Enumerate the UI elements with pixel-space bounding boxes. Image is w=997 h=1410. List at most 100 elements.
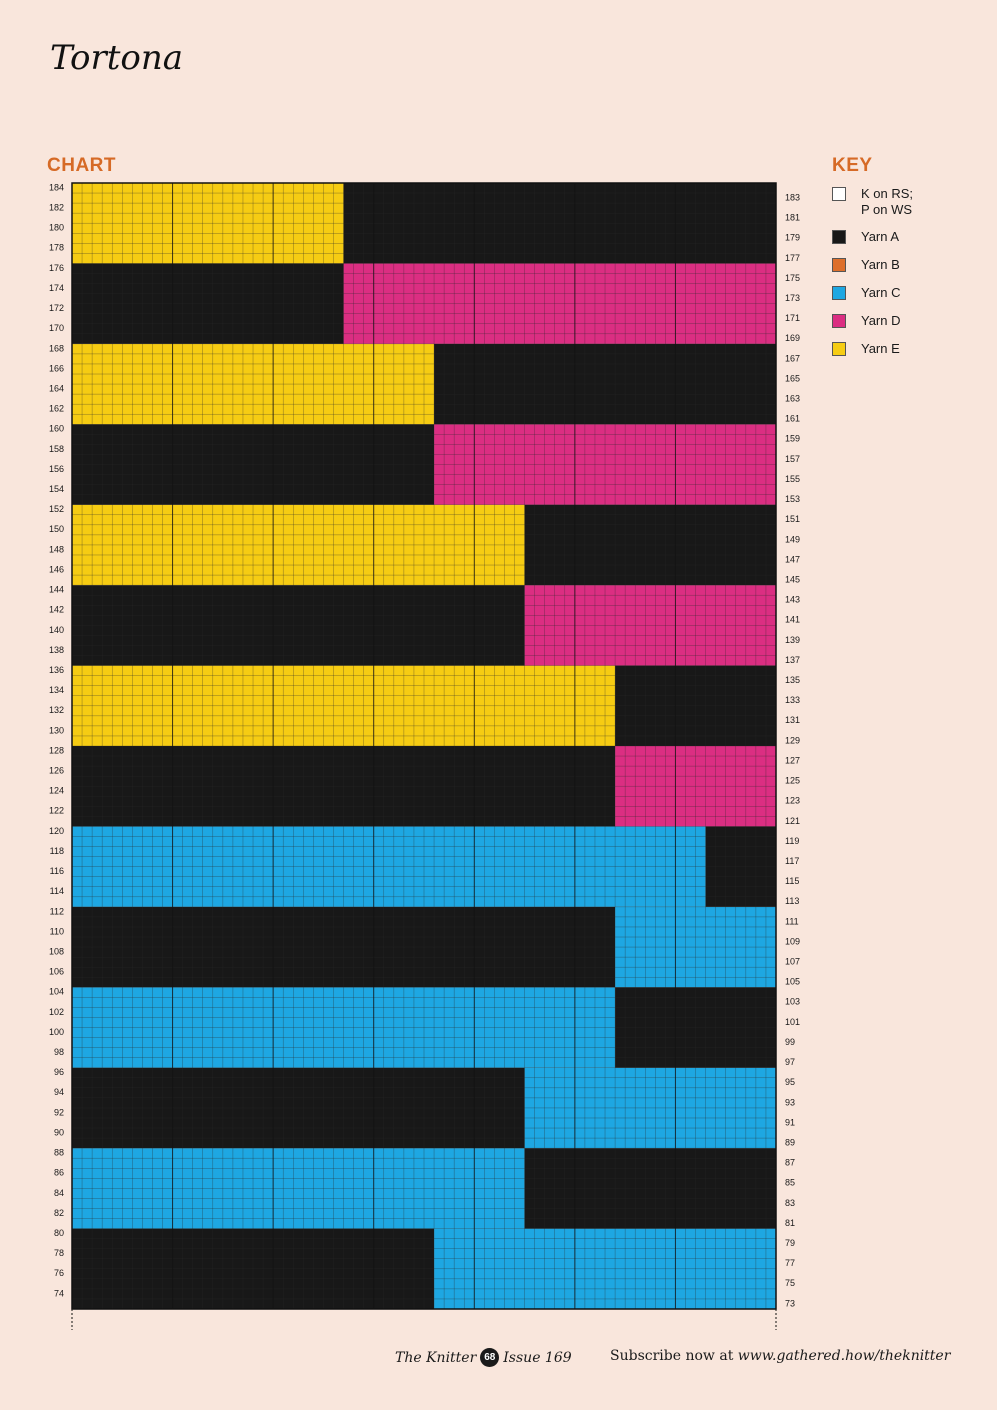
row-number-right: 129 (785, 735, 800, 745)
row-number-right: 115 (785, 876, 799, 886)
row-number-right: 141 (785, 615, 800, 625)
row-number-right: 113 (785, 896, 799, 906)
pink-square-icon (832, 314, 846, 328)
row-number-right: 183 (785, 192, 800, 202)
row-number-right: 123 (785, 796, 800, 806)
key-label: Yarn E (861, 341, 900, 356)
row-number-left: 96 (54, 1067, 64, 1077)
row-number-right: 145 (785, 574, 800, 584)
key-item: Yarn A (832, 229, 899, 245)
row-number-left: 124 (49, 786, 64, 796)
row-number-left: 146 (49, 564, 64, 574)
row-number-left: 170 (49, 323, 64, 333)
row-number-left: 132 (49, 705, 64, 715)
row-number-left: 184 (49, 182, 64, 192)
row-number-right: 159 (785, 434, 800, 444)
row-number-right: 95 (785, 1077, 795, 1087)
subscribe-link[interactable]: www.gathered.how/theknitter (737, 1348, 951, 1364)
row-number-left: 180 (49, 223, 64, 233)
row-number-right: 179 (785, 233, 800, 243)
row-number-right: 139 (785, 635, 800, 645)
row-number-left: 152 (49, 504, 64, 514)
row-number-right: 131 (785, 715, 800, 725)
page-title: Tortona (50, 38, 184, 78)
row-number-left: 120 (49, 826, 64, 836)
row-number-left: 154 (49, 484, 64, 494)
row-number-right: 107 (785, 957, 800, 967)
row-number-right: 93 (785, 1097, 795, 1107)
row-number-right: 119 (785, 836, 799, 846)
row-number-left: 86 (54, 1168, 64, 1178)
row-number-left: 182 (49, 203, 64, 213)
row-number-left: 116 (50, 866, 64, 876)
row-number-left: 94 (54, 1087, 64, 1097)
row-number-right: 73 (785, 1298, 795, 1308)
row-number-right: 167 (785, 353, 800, 363)
row-number-right: 151 (785, 514, 800, 524)
row-number-left: 88 (54, 1148, 64, 1158)
row-number-right: 161 (785, 414, 800, 424)
row-number-left: 176 (49, 263, 64, 273)
row-number-right: 155 (785, 474, 800, 484)
key-label: K on RS; P on WS (861, 186, 914, 217)
key-label: Yarn D (861, 313, 901, 328)
key-item: Yarn E (832, 341, 900, 357)
row-number-right: 79 (785, 1238, 795, 1248)
row-number-left: 164 (49, 383, 64, 393)
row-number-right: 81 (785, 1218, 795, 1228)
row-number-left: 114 (50, 886, 64, 896)
row-number-left: 98 (54, 1047, 64, 1057)
row-number-left: 162 (49, 404, 64, 414)
row-number-left: 166 (49, 363, 64, 373)
row-number-left: 78 (54, 1248, 64, 1258)
row-number-right: 83 (785, 1198, 795, 1208)
issue-number: Issue 169 (503, 1349, 572, 1366)
row-number-left: 156 (49, 464, 64, 474)
row-number-left: 168 (49, 343, 64, 353)
row-number-right: 135 (785, 675, 800, 685)
footer-subscribe: Subscribe now at www.gathered.how/thekni… (610, 1348, 950, 1364)
key-item: Yarn B (832, 257, 900, 273)
row-number-right: 147 (785, 554, 800, 564)
row-number-left: 92 (54, 1107, 64, 1117)
row-number-right: 103 (785, 997, 800, 1007)
white-square-icon (832, 187, 846, 201)
row-number-left: 148 (49, 544, 64, 554)
row-number-right: 105 (785, 977, 800, 987)
row-number-right: 149 (785, 534, 800, 544)
key-item: K on RS; P on WS (832, 186, 913, 218)
row-number-right: 143 (785, 595, 800, 605)
page-number: 68 (480, 1348, 500, 1367)
key-heading: KEY (832, 155, 873, 176)
orange-square-icon (832, 258, 846, 272)
knitting-chart: 73 74 75 76 77 78 79 80 81 82 83 84 85 86 87 88 89 90 91 92… (49, 182, 800, 1330)
row-number-right: 97 (785, 1057, 795, 1067)
key-label: Yarn B (861, 257, 900, 272)
row-number-left: 130 (49, 725, 64, 735)
key-label: Yarn C (861, 285, 901, 300)
magazine-name: The Knitter (395, 1349, 477, 1366)
row-number-left: 122 (49, 806, 64, 816)
row-number-left: 118 (50, 846, 64, 856)
row-number-right: 77 (785, 1258, 795, 1268)
key-item: Yarn C (832, 285, 901, 301)
row-number-left: 108 (49, 946, 64, 956)
row-number-left: 138 (49, 645, 64, 655)
row-number-left: 142 (49, 605, 64, 615)
row-number-right: 87 (785, 1158, 795, 1168)
row-number-right: 89 (785, 1137, 795, 1147)
key-item: Yarn D (832, 313, 901, 329)
row-number-left: 90 (54, 1127, 64, 1137)
row-number-left: 76 (54, 1268, 64, 1278)
row-number-right: 163 (785, 394, 800, 404)
row-number-right: 99 (785, 1037, 795, 1047)
row-number-right: 121 (785, 816, 800, 826)
row-number-left: 174 (49, 283, 64, 293)
row-number-right: 153 (785, 494, 800, 504)
row-number-left: 84 (54, 1188, 64, 1198)
row-number-left: 150 (49, 524, 64, 534)
row-number-right: 91 (785, 1117, 795, 1127)
yellow-square-icon (832, 342, 846, 356)
row-number-right: 165 (785, 373, 800, 383)
footer-magazine: The Knitter 68 Issue 169 (395, 1348, 572, 1367)
